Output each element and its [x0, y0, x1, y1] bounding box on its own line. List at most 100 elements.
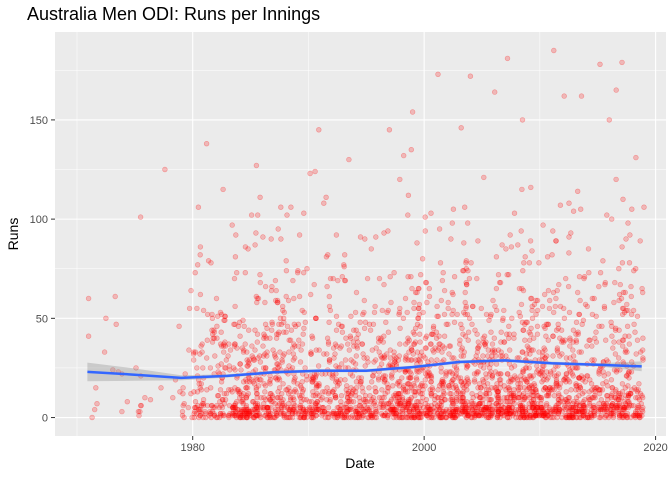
- data-point: [375, 375, 382, 381]
- data-point: [332, 414, 338, 421]
- data-point: [356, 410, 363, 417]
- data-point: [385, 412, 391, 419]
- data-point: [291, 341, 297, 347]
- data-point: [295, 343, 301, 349]
- data-point: [296, 414, 302, 421]
- data-point: [414, 399, 420, 405]
- data-point: [263, 365, 269, 371]
- data-point: [217, 399, 223, 405]
- data-point: [353, 385, 360, 391]
- data-point: [333, 410, 340, 417]
- data-point: [426, 406, 433, 413]
- data-point: [296, 337, 302, 343]
- data-point: [435, 71, 441, 78]
- data-point: [425, 402, 431, 409]
- data-point: [450, 412, 456, 419]
- data-point: [493, 254, 500, 260]
- data-point: [272, 414, 278, 421]
- data-point: [634, 313, 641, 319]
- data-point: [515, 385, 521, 391]
- data-point: [408, 408, 414, 415]
- data-point: [432, 345, 438, 351]
- data-point: [316, 393, 322, 399]
- data-point: [268, 287, 275, 294]
- data-point: [330, 389, 336, 395]
- data-point: [376, 349, 382, 355]
- data-point: [403, 355, 409, 361]
- data-point: [331, 410, 337, 417]
- data-point: [280, 381, 286, 387]
- data-point: [527, 238, 534, 244]
- data-point: [309, 412, 315, 419]
- data-point: [610, 345, 616, 351]
- data-point: [436, 333, 442, 339]
- data-point: [283, 414, 290, 421]
- data-point: [103, 315, 109, 321]
- data-point: [404, 309, 410, 316]
- data-point: [418, 410, 424, 417]
- data-point: [204, 337, 211, 343]
- data-point: [207, 410, 213, 417]
- data-point: [553, 373, 560, 379]
- data-point: [539, 349, 546, 355]
- data-point: [194, 389, 201, 395]
- data-point: [381, 353, 388, 359]
- data-point: [365, 359, 371, 365]
- data-point: [382, 377, 388, 383]
- data-point: [372, 389, 379, 395]
- data-point: [233, 408, 239, 415]
- data-point: [344, 408, 350, 415]
- data-point: [275, 389, 281, 395]
- data-point: [385, 408, 391, 415]
- data-point: [327, 397, 333, 403]
- data-point: [511, 363, 518, 369]
- data-point: [275, 402, 281, 409]
- data-point: [528, 295, 534, 302]
- data-point: [329, 375, 335, 381]
- data-point: [313, 315, 319, 321]
- data-point: [297, 395, 304, 401]
- data-point: [218, 412, 224, 419]
- data-point: [372, 406, 378, 413]
- data-point: [417, 359, 424, 365]
- data-point: [334, 383, 341, 389]
- data-point: [189, 414, 195, 421]
- data-point: [281, 309, 287, 316]
- data-point: [522, 377, 529, 383]
- data-point: [244, 412, 250, 419]
- data-point: [319, 412, 325, 419]
- data-point: [310, 410, 317, 417]
- data-point: [313, 315, 319, 321]
- data-point: [257, 414, 264, 421]
- data-point: [321, 200, 327, 206]
- data-point: [320, 408, 326, 415]
- data-point: [268, 236, 274, 242]
- data-point: [406, 414, 412, 421]
- data-point: [314, 391, 320, 397]
- data-point: [394, 381, 401, 387]
- data-point: [302, 319, 308, 325]
- data-point: [543, 333, 549, 339]
- data-point: [538, 397, 544, 403]
- data-point: [493, 401, 499, 407]
- data-point: [253, 375, 259, 381]
- data-point: [408, 371, 414, 377]
- data-point: [427, 410, 433, 417]
- data-point: [359, 341, 366, 347]
- data-point: [624, 412, 630, 419]
- data-point: [466, 275, 473, 282]
- data-point: [238, 399, 245, 405]
- data-point: [544, 387, 551, 393]
- data-point: [231, 341, 238, 347]
- data-point: [274, 299, 280, 306]
- data-point: [541, 291, 548, 298]
- data-point: [231, 321, 237, 327]
- data-point: [232, 341, 238, 347]
- data-point: [304, 406, 310, 413]
- data-point: [241, 414, 247, 421]
- data-point: [497, 399, 504, 405]
- data-point: [376, 395, 383, 401]
- data-point: [519, 186, 525, 193]
- data-point: [603, 379, 609, 385]
- data-point: [215, 393, 221, 399]
